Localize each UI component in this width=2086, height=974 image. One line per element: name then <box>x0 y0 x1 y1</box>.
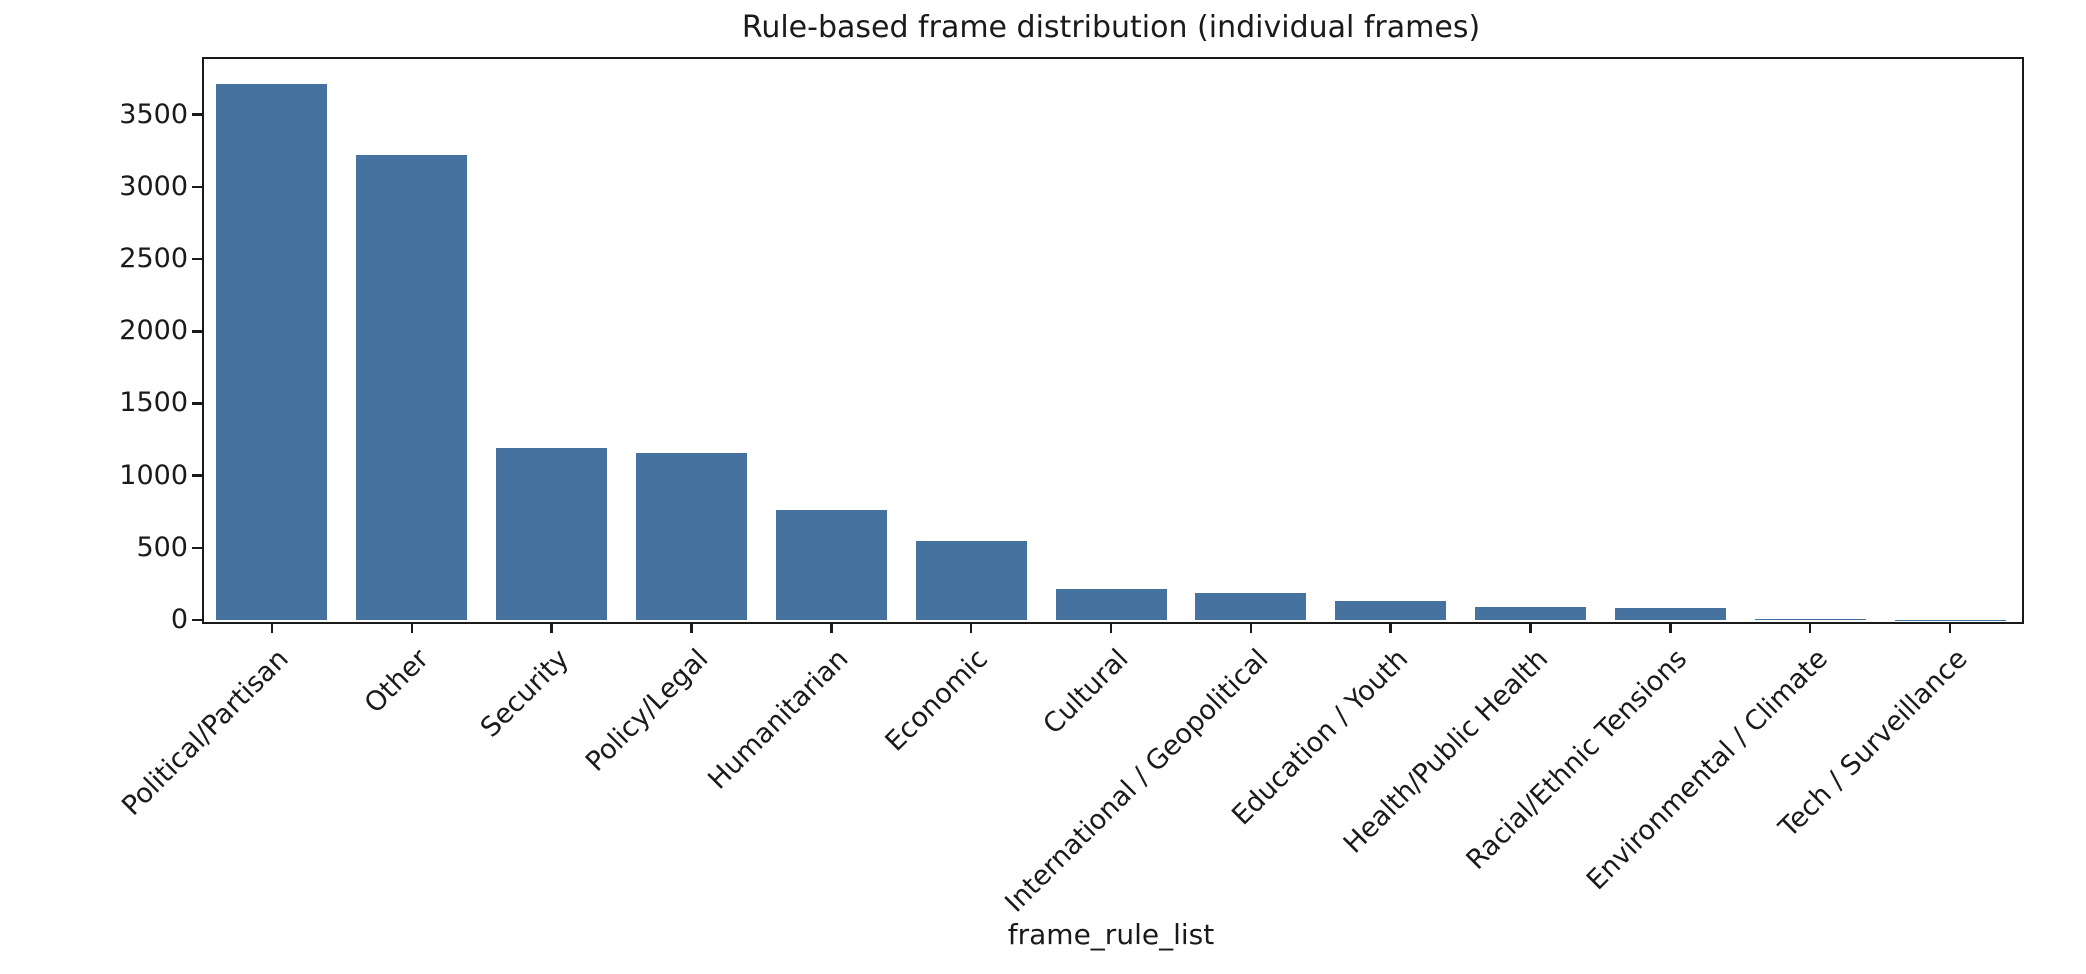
x-tick-mark <box>1249 622 1253 633</box>
x-tick-label: Other <box>358 643 435 720</box>
bar <box>216 83 328 620</box>
x-tick-label: Humanitarian <box>702 643 855 796</box>
y-tick-mark <box>192 618 202 622</box>
x-tick-mark <box>830 622 833 633</box>
y-tick-mark <box>192 402 202 405</box>
bar <box>356 155 468 620</box>
x-tick-mark <box>1389 622 1392 633</box>
y-tick-label: 1500 <box>119 387 188 419</box>
x-tick-label: Cultural <box>1037 643 1135 741</box>
x-tick-mark <box>1948 622 1952 633</box>
x-tick-label: Policy/Legal <box>580 643 715 778</box>
x-tick-mark <box>270 622 274 633</box>
x-tick-mark <box>410 622 414 633</box>
bar <box>775 510 887 620</box>
y-tick-label: 1000 <box>119 459 188 491</box>
y-tick-mark <box>192 474 202 477</box>
bar <box>635 452 747 620</box>
y-tick-label: 500 <box>136 531 188 563</box>
chart-title: Rule-based frame distribution (individua… <box>741 10 1481 45</box>
x-tick-label: International / Geopolitical <box>998 643 1275 919</box>
y-tick-label: 0 <box>170 604 188 635</box>
x-tick-mark <box>1109 622 1113 633</box>
y-tick-mark <box>192 113 202 116</box>
bar <box>1614 608 1726 620</box>
x-tick-mark <box>969 622 973 633</box>
y-tick-label: 2000 <box>119 315 188 347</box>
bar <box>496 448 608 620</box>
plot-area <box>202 57 2024 624</box>
bar <box>1754 619 1866 620</box>
y-tick-label: 3000 <box>119 170 188 202</box>
x-tick-mark <box>550 622 553 633</box>
bar <box>1055 588 1167 620</box>
x-axis-label: frame_rule_list <box>1007 918 1215 951</box>
y-tick-mark <box>192 546 202 550</box>
x-tick-label: Environmental / Climate <box>1580 643 1834 897</box>
y-tick-mark <box>192 330 202 333</box>
y-tick-mark <box>192 257 202 261</box>
x-tick-mark <box>1808 622 1812 633</box>
bar <box>1195 593 1307 620</box>
y-tick-label: 2500 <box>119 243 188 275</box>
bar <box>1335 601 1447 620</box>
x-tick-label: Political/Partisan <box>116 643 296 822</box>
x-tick-mark <box>1529 622 1532 633</box>
bar <box>915 541 1027 620</box>
y-tick-mark <box>192 185 202 189</box>
x-tick-label: Security <box>474 643 575 744</box>
x-tick-mark <box>1669 622 1672 633</box>
y-tick-label: 3500 <box>119 98 188 130</box>
x-tick-mark <box>690 622 693 633</box>
bar <box>1475 606 1587 620</box>
x-tick-label: Economic <box>880 643 995 758</box>
